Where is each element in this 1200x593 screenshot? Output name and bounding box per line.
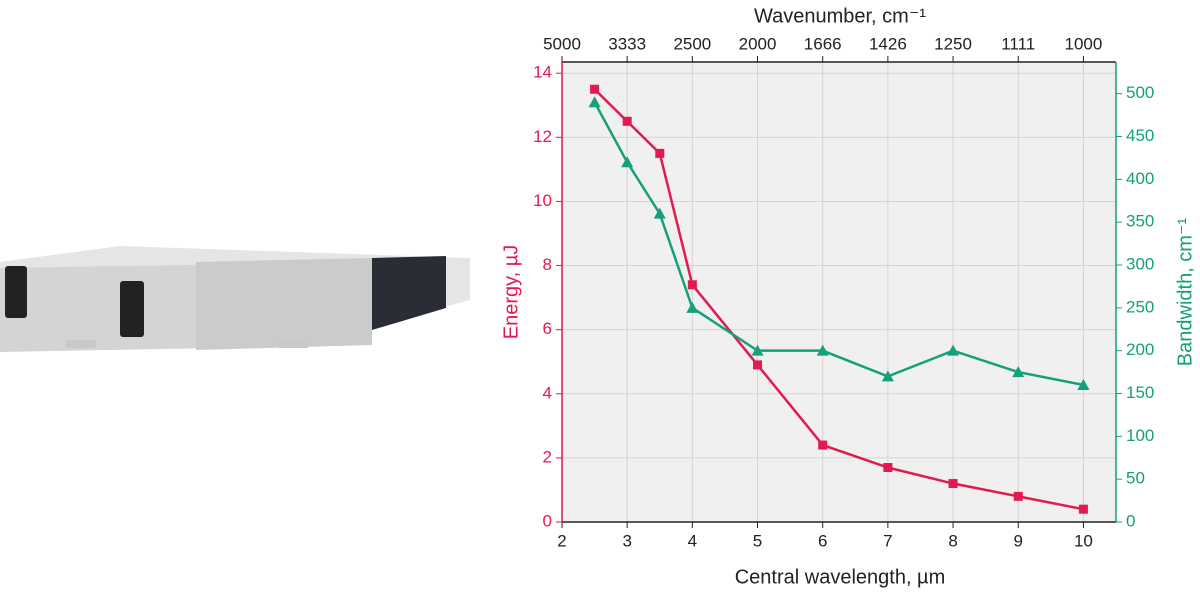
x2-tick-label: 1426 xyxy=(869,34,907,53)
x2-tick-label: 2000 xyxy=(739,34,777,53)
y-tick-label: 8 xyxy=(543,255,552,274)
x2-tick-label: 2500 xyxy=(673,34,711,53)
y2-tick-label: 450 xyxy=(1126,126,1154,145)
y2-tick-label: 300 xyxy=(1126,255,1154,274)
y-tick-label: 6 xyxy=(543,319,552,338)
x-tick-label: 5 xyxy=(753,531,762,550)
data-point xyxy=(883,463,893,473)
x-tick-label: 9 xyxy=(1014,531,1023,550)
x-tick-label: 8 xyxy=(948,531,957,550)
handle xyxy=(5,266,27,318)
product-photo xyxy=(0,246,470,352)
series-line xyxy=(593,101,1084,387)
series-line xyxy=(593,88,1084,511)
x2-tick-label: 1111 xyxy=(1001,34,1035,53)
handle xyxy=(120,281,144,337)
y2-tick-label: 350 xyxy=(1126,212,1154,231)
y-tick-label: 2 xyxy=(543,447,552,466)
data-point xyxy=(590,84,600,94)
data-point xyxy=(655,148,665,158)
x2-axis-title: Wavenumber, cm⁻¹ xyxy=(754,5,926,27)
data-point xyxy=(1012,366,1025,378)
data-point xyxy=(948,479,958,489)
y-axis-title: Energy, µJ xyxy=(500,245,522,340)
y2-tick-label: 250 xyxy=(1126,297,1154,316)
data-point xyxy=(881,370,894,382)
y2-tick-label: 50 xyxy=(1126,469,1145,488)
data-point xyxy=(686,301,699,313)
x-tick-label: 10 xyxy=(1074,531,1093,550)
x-tick-label: 6 xyxy=(818,531,827,550)
y-tick-label: 10 xyxy=(533,191,552,210)
y-tick-label: 0 xyxy=(543,511,552,530)
device-side xyxy=(196,258,372,350)
y2-tick-label: 0 xyxy=(1126,511,1135,530)
x2-tick-label: 1666 xyxy=(804,34,842,53)
y-tick-label: 14 xyxy=(533,63,552,82)
data-point xyxy=(1013,491,1023,501)
x-tick-label: 2 xyxy=(557,531,566,550)
y2-tick-label: 200 xyxy=(1126,340,1154,359)
y2-tick-label: 400 xyxy=(1126,169,1154,188)
data-point xyxy=(653,207,666,219)
foot xyxy=(278,340,308,348)
data-point xyxy=(622,116,632,126)
data-point xyxy=(753,360,763,370)
y2-tick-label: 500 xyxy=(1126,83,1154,102)
y2-axis-title: Bandwidth, cm⁻¹ xyxy=(1174,217,1196,366)
data-point xyxy=(947,344,960,356)
data-point xyxy=(1077,378,1090,390)
x2-tick-label: 3333 xyxy=(608,34,646,53)
data-point xyxy=(1078,504,1088,514)
x-tick-label: 3 xyxy=(622,531,631,550)
y-tick-label: 12 xyxy=(533,127,552,146)
x-axis-title: Central wavelength, µm xyxy=(735,566,946,588)
x2-tick-label: 1000 xyxy=(1064,34,1102,53)
foot xyxy=(66,340,96,348)
data-point xyxy=(818,440,828,450)
x-tick-label: 4 xyxy=(688,531,697,550)
y-tick-label: 4 xyxy=(543,383,552,402)
data-point xyxy=(687,280,697,290)
data-point xyxy=(751,344,764,356)
data-point xyxy=(621,156,634,168)
y2-tick-label: 100 xyxy=(1126,426,1154,445)
x2-tick-label: 1250 xyxy=(934,34,972,53)
device-module xyxy=(372,256,446,330)
data-point xyxy=(816,344,829,356)
plot-area xyxy=(562,62,1116,522)
x2-tick-label: 5000 xyxy=(543,34,581,53)
y2-tick-label: 150 xyxy=(1126,383,1154,402)
data-point xyxy=(588,96,601,108)
x-tick-label: 7 xyxy=(883,531,892,550)
